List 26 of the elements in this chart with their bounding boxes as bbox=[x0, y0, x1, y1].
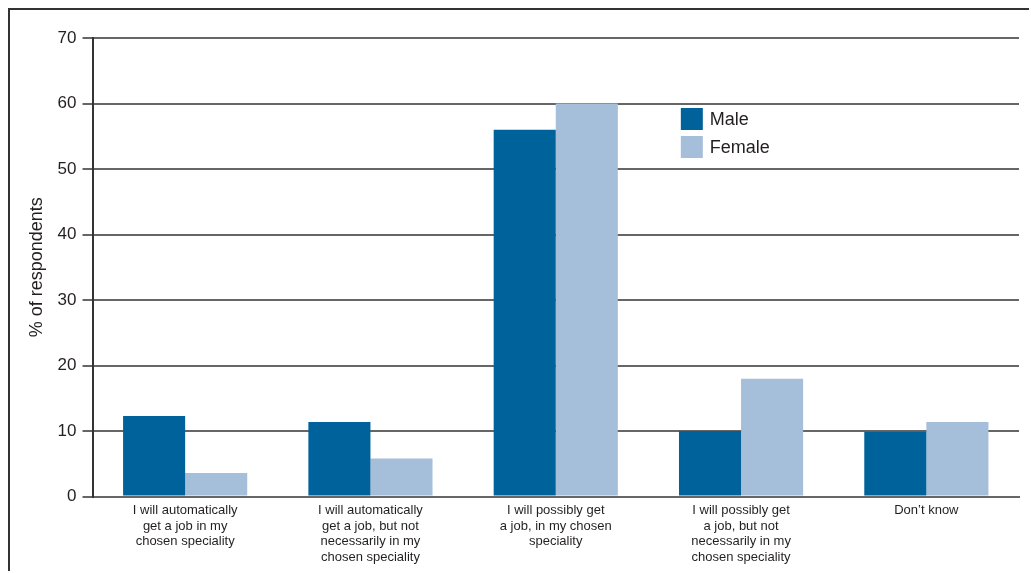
y-axis-title: % of respondents bbox=[25, 197, 46, 338]
bar bbox=[678, 431, 742, 496]
x-tick-label: I will possibly get a job, in my chosen speciality bbox=[499, 501, 612, 549]
legend-label: Male bbox=[709, 108, 749, 129]
y-tick-label: 20 bbox=[57, 355, 77, 375]
y-tick-label: 10 bbox=[57, 420, 77, 440]
x-tick-label: I will automatically get a job, but not necessarily in my chosen speciality bbox=[318, 501, 424, 564]
bar bbox=[123, 416, 186, 496]
bar bbox=[555, 103, 618, 496]
y-tick-label: 30 bbox=[57, 289, 77, 309]
legend-label: Female bbox=[709, 136, 770, 157]
bar bbox=[741, 378, 804, 496]
y-tick-label: 50 bbox=[57, 158, 77, 178]
x-tick-label: I will possibly get a job, but not necessarily in my chosen speciality bbox=[691, 501, 792, 564]
bar bbox=[864, 431, 927, 496]
bar bbox=[308, 421, 371, 496]
bar bbox=[926, 421, 989, 496]
y-tick-label: 40 bbox=[57, 224, 77, 244]
bar bbox=[185, 473, 248, 496]
y-tick-label: 70 bbox=[57, 27, 77, 47]
y-tick-label: 60 bbox=[57, 93, 77, 113]
bar bbox=[370, 458, 433, 496]
y-tick-label: 0 bbox=[67, 486, 77, 506]
bar bbox=[493, 129, 556, 496]
x-tick-label: I will automatically get a job in my chosen speciality bbox=[132, 501, 239, 549]
x-tick-label: Don’t know bbox=[894, 501, 960, 517]
